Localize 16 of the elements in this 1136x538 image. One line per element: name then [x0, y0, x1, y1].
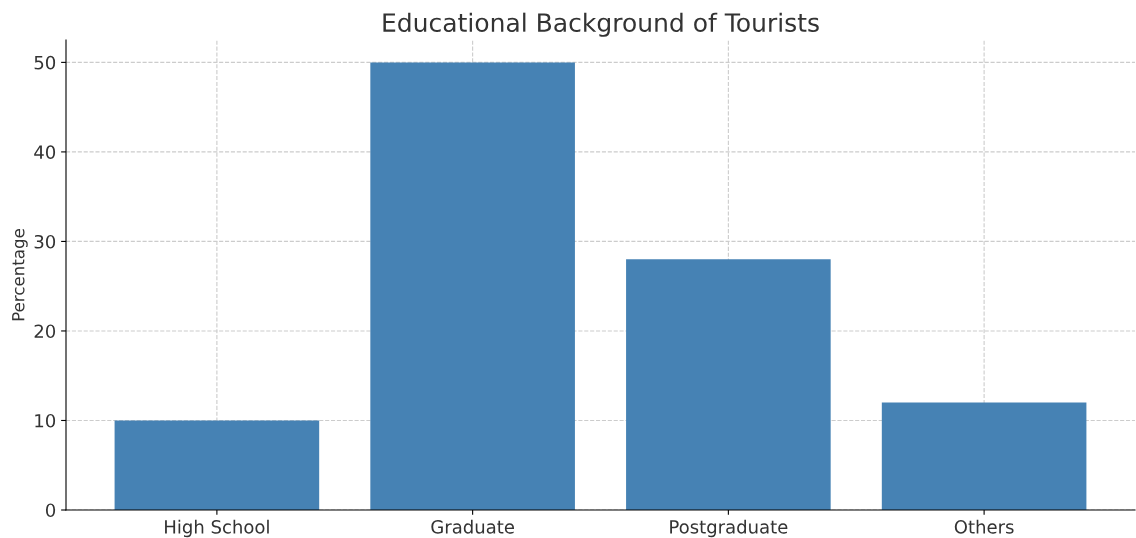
x-tick-label: Postgraduate: [670, 519, 788, 538]
x-tick-label: Graduate: [431, 519, 514, 534]
y-tick-label: 50: [34, 55, 56, 70]
bar: [114, 420, 320, 510]
bar: [370, 62, 575, 510]
bar: [626, 259, 831, 510]
y-tick-label: 10: [35, 413, 56, 428]
chart-title: Educational Background of Tourists: [383, 12, 819, 37]
x-tick-label: High School: [165, 519, 269, 538]
y-tick-label: 30: [34, 234, 56, 249]
x-tick-label: Others: [954, 519, 1014, 534]
y-tick-label: 40: [34, 145, 56, 160]
y-tick-label: 20: [34, 324, 56, 339]
y-tick-label: 0: [45, 503, 56, 518]
bar: [881, 402, 1087, 510]
y-axis-title: Percentage: [12, 229, 28, 321]
